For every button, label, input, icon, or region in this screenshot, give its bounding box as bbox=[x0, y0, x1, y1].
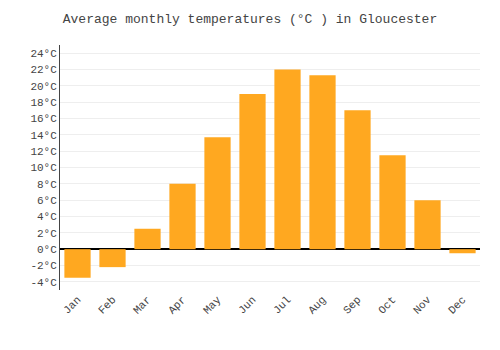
svg-text:Sep: Sep bbox=[341, 294, 363, 316]
svg-text:Average monthly temperatures (: Average monthly temperatures (°C ) in Gl… bbox=[63, 12, 437, 27]
svg-text:May: May bbox=[201, 294, 224, 317]
svg-text:22°C: 22°C bbox=[30, 64, 57, 76]
svg-text:Aug: Aug bbox=[306, 294, 328, 316]
svg-text:12°C: 12°C bbox=[30, 146, 57, 158]
svg-text:16°C: 16°C bbox=[30, 113, 57, 125]
svg-text:Mar: Mar bbox=[131, 294, 153, 316]
svg-text:2°C: 2°C bbox=[37, 228, 57, 240]
svg-text:18°C: 18°C bbox=[30, 97, 57, 109]
svg-text:-2°C: -2°C bbox=[30, 260, 57, 272]
svg-text:Dec: Dec bbox=[446, 294, 468, 316]
svg-text:20°C: 20°C bbox=[30, 81, 57, 93]
svg-text:Jan: Jan bbox=[61, 294, 83, 316]
svg-text:Feb: Feb bbox=[96, 294, 118, 316]
svg-text:Jul: Jul bbox=[271, 294, 293, 316]
svg-text:-4°C: -4°C bbox=[30, 277, 57, 289]
svg-text:14°C: 14°C bbox=[30, 130, 57, 142]
svg-text:Nov: Nov bbox=[411, 294, 434, 317]
svg-text:4°C: 4°C bbox=[37, 211, 57, 223]
svg-text:Jun: Jun bbox=[236, 294, 258, 316]
svg-text:24°C: 24°C bbox=[30, 48, 57, 60]
svg-text:8°C: 8°C bbox=[37, 179, 57, 191]
svg-text:Apr: Apr bbox=[166, 294, 188, 316]
svg-text:10°C: 10°C bbox=[30, 162, 57, 174]
svg-text:6°C: 6°C bbox=[37, 195, 57, 207]
svg-text:0°C: 0°C bbox=[37, 244, 57, 256]
svg-text:Oct: Oct bbox=[376, 294, 398, 316]
